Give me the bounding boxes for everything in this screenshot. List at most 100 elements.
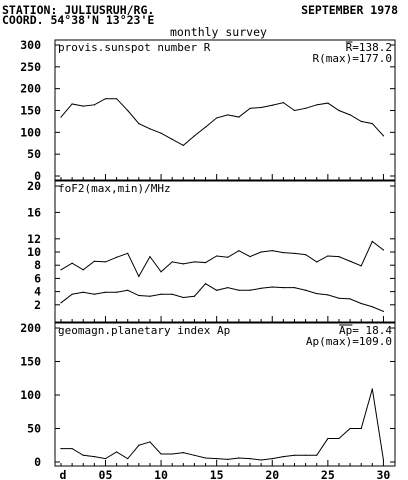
data-point <box>382 135 385 137</box>
data-point <box>115 291 118 293</box>
data-point <box>227 458 229 460</box>
data-point <box>338 297 340 299</box>
data-point <box>316 454 318 456</box>
y-tick-label: 2 <box>34 298 41 312</box>
data-point <box>149 256 151 258</box>
data-point <box>260 459 262 461</box>
data-point <box>260 106 262 109</box>
data-point <box>104 291 107 293</box>
max-value-label: Ap(max)=109.0 <box>306 335 392 348</box>
data-point <box>282 102 284 104</box>
data-point <box>82 454 84 456</box>
data-point <box>282 287 284 289</box>
panel-title: geomagn.planetary index Ap <box>58 324 230 337</box>
data-point <box>327 437 329 440</box>
data-point <box>182 144 184 147</box>
data-point <box>127 109 129 112</box>
data-point <box>160 132 162 134</box>
data-point <box>282 252 284 254</box>
data-point <box>260 251 262 253</box>
data-point <box>238 250 240 252</box>
survey-label: monthly survey <box>170 25 267 39</box>
data-point <box>138 444 140 446</box>
x-tick-label: 20 <box>265 468 279 480</box>
data-point <box>360 120 362 123</box>
data-point <box>171 293 173 295</box>
data-point <box>127 252 129 254</box>
data-point <box>104 458 107 460</box>
data-point <box>115 256 118 258</box>
data-point <box>249 289 251 291</box>
data-point <box>360 302 362 305</box>
data-point <box>82 291 84 293</box>
y-tick-label: 0 <box>34 455 41 469</box>
data-point <box>104 98 107 100</box>
data-point <box>360 265 362 267</box>
y-tick-label: 200 <box>20 82 41 96</box>
series-line-1 <box>60 240 384 278</box>
data-point <box>305 289 307 291</box>
x-tick-label: 05 <box>99 468 113 480</box>
data-point <box>138 275 140 278</box>
data-point <box>149 295 151 297</box>
data-point <box>71 103 73 105</box>
data-point <box>193 261 196 263</box>
data-point <box>160 271 162 273</box>
data-point <box>371 240 373 243</box>
data-point <box>104 261 107 263</box>
data-point <box>204 126 207 128</box>
data-point <box>193 454 196 456</box>
data-point <box>238 457 240 459</box>
data-point <box>115 98 118 100</box>
data-point <box>371 306 373 308</box>
data-point <box>249 256 251 258</box>
panel-frame-2 <box>54 180 396 323</box>
data-point <box>115 451 118 453</box>
y-tick-label: 100 <box>20 125 41 139</box>
y-tick-label: 8 <box>34 258 41 272</box>
data-point <box>93 456 95 458</box>
y-tick-label: 0 <box>34 169 41 183</box>
station-coordinates: COORD. 54°38'N 13°23'E <box>2 13 155 27</box>
data-point <box>316 292 318 295</box>
data-point <box>227 287 229 289</box>
data-point <box>382 310 385 312</box>
data-point <box>216 458 218 460</box>
panel-title: foF2(max,min)/MHz <box>58 182 171 195</box>
survey-month: SEPTEMBER 1978 <box>301 3 398 17</box>
data-point <box>216 289 218 291</box>
y-tick-label: 16 <box>27 205 41 219</box>
data-point <box>260 287 262 289</box>
data-point <box>60 302 62 304</box>
data-point <box>349 114 351 116</box>
x-tick-label: 30 <box>377 468 391 480</box>
data-point <box>127 458 129 460</box>
panel-title: provis.sunspot number R <box>58 41 211 54</box>
data-point <box>349 298 351 300</box>
data-point <box>138 294 140 297</box>
data-point <box>82 269 84 271</box>
data-point <box>138 123 140 125</box>
data-point <box>171 261 173 263</box>
data-point <box>238 289 240 291</box>
data-point <box>382 459 385 461</box>
mean-value-label: R=138.2 <box>346 41 392 54</box>
y-tick-label: 50 <box>27 422 41 436</box>
y-tick-label: 4 <box>34 285 41 299</box>
data-point <box>160 453 162 455</box>
x-tick-label: 15 <box>210 468 224 480</box>
data-point <box>305 107 307 109</box>
data-point <box>349 427 351 430</box>
data-point <box>60 116 62 118</box>
data-point <box>293 454 296 456</box>
data-point <box>82 105 84 107</box>
y-tick-label: 20 <box>27 179 41 193</box>
data-point <box>305 454 307 456</box>
data-point <box>160 293 162 295</box>
data-point <box>327 102 329 104</box>
data-point <box>271 250 273 252</box>
data-point <box>349 260 351 262</box>
x-tick-label: 10 <box>154 468 168 480</box>
data-point <box>127 289 129 291</box>
